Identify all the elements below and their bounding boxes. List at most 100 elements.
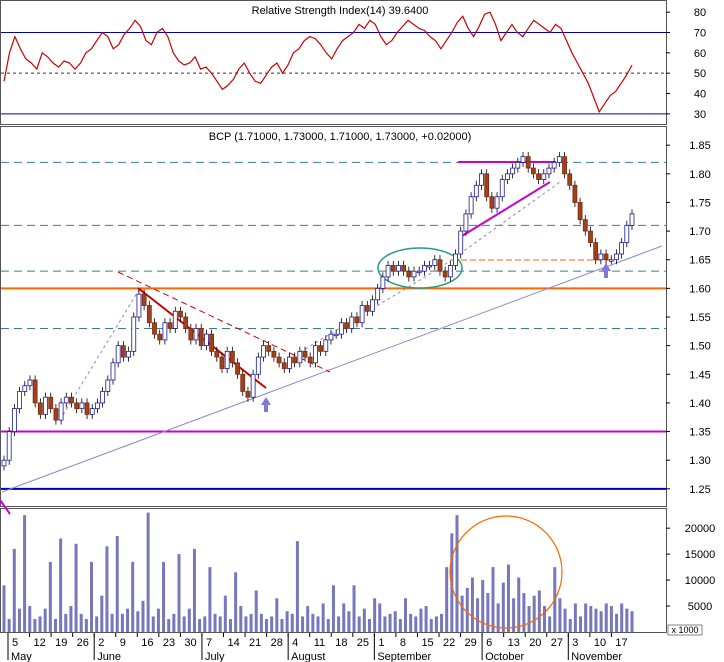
volume-bar: [373, 598, 377, 632]
volume-bar: [481, 580, 485, 632]
candle-body: [567, 173, 573, 186]
date-tick-label: 9: [120, 637, 126, 649]
candle-body: [17, 391, 22, 410]
volume-bar: [326, 619, 330, 632]
candle-body: [235, 362, 240, 375]
volume-bar: [12, 548, 16, 632]
date-tick-label: 25: [357, 637, 369, 649]
candle-body: [152, 322, 157, 335]
candle-body: [385, 265, 391, 278]
volume-spike-ellipse: [449, 515, 563, 629]
candle-body: [27, 379, 33, 387]
volume-bar: [558, 598, 562, 632]
volume-bar: [440, 613, 444, 632]
panel-frames: [0, 0, 667, 633]
price-candles: [1, 152, 635, 471]
date-tick-label: 4: [292, 637, 298, 649]
volume-tick-label: 10000: [685, 575, 716, 587]
candle-body: [624, 224, 630, 243]
volume-bar: [496, 603, 500, 632]
candle-body: [318, 345, 323, 352]
volume-bar: [59, 538, 63, 632]
candle-body: [577, 202, 583, 221]
price-gridlines: [1, 161, 666, 490]
candle-body: [105, 379, 111, 392]
candle-body: [287, 356, 292, 369]
volume-bar: [512, 598, 516, 632]
volume-bar: [301, 616, 305, 632]
date-tick-label: 29: [465, 637, 477, 649]
volume-bar: [589, 606, 593, 632]
date-tick-label: 23: [163, 637, 175, 649]
volume-bar: [404, 598, 408, 632]
volume-bar: [409, 613, 413, 632]
volume-bar: [501, 582, 505, 632]
candle-body: [546, 167, 552, 175]
rsi-line: [3, 11, 633, 114]
candle-body: [447, 265, 453, 278]
volume-bar: [357, 616, 361, 632]
candle-body: [588, 230, 593, 243]
month-label: September: [377, 651, 431, 662]
volume-bar: [331, 585, 335, 632]
candle-body: [349, 316, 355, 329]
volume-bar: [69, 606, 73, 632]
candle-body: [146, 305, 152, 324]
volume-bar: [90, 561, 94, 632]
candle-body: [629, 213, 635, 226]
candle-body: [313, 345, 318, 364]
volume-bar: [43, 608, 47, 632]
volume-bar: [105, 546, 109, 632]
rsi-grid: [1, 32, 666, 115]
date-tick-label: 11: [314, 637, 325, 649]
candle-body: [89, 408, 95, 415]
volume-bar: [84, 619, 88, 632]
price-tick-label: 1.65: [689, 255, 710, 267]
candle-body: [411, 270, 417, 278]
candle-body: [364, 305, 370, 312]
candle-body: [188, 328, 194, 341]
volume-bar: [141, 600, 145, 632]
volume-bar: [393, 611, 397, 632]
candle-body: [536, 173, 541, 180]
volume-bar: [321, 603, 325, 632]
volume-bar: [306, 606, 310, 632]
candle-body: [344, 322, 349, 329]
volume-bar: [625, 608, 629, 632]
price-tick-label: 1.35: [689, 427, 710, 439]
candle-body: [479, 173, 484, 186]
volume-bar: [347, 611, 351, 632]
candle-body: [266, 345, 272, 352]
volume-bar: [527, 606, 531, 632]
candle-body: [43, 396, 48, 415]
rsi-title: Relative Strength Index(14) 39.6400: [252, 5, 429, 17]
candle-body: [110, 362, 116, 381]
month-label: August: [291, 651, 325, 662]
candle-body: [157, 333, 163, 341]
date-tick-label: 1: [378, 637, 384, 649]
volume-bar: [146, 512, 150, 632]
volume-bar: [486, 593, 490, 632]
candle-body: [619, 242, 625, 255]
volume-bar: [579, 616, 583, 632]
volume-bar: [223, 595, 227, 632]
candle-body: [562, 156, 567, 175]
volume-axis-ticks: 5000 10000 15000 20000: [666, 523, 715, 613]
volume-bar: [182, 616, 186, 632]
volume-tick-label: 5000: [688, 601, 712, 613]
candle-body: [240, 373, 246, 392]
volume-bars: [2, 512, 634, 632]
price-tick-label: 1.70: [689, 226, 710, 238]
date-tick-label: 5: [12, 637, 18, 649]
rsi-tick-label: 60: [694, 48, 706, 60]
month-label: June: [97, 651, 121, 662]
candle-body: [328, 333, 334, 341]
triangle-rising-line: [461, 181, 551, 237]
volume-bar: [151, 616, 155, 632]
volume-bar: [455, 515, 459, 632]
volume-bar: [563, 608, 567, 632]
date-tick-label: 21: [249, 637, 261, 649]
volume-bar: [414, 616, 418, 632]
candle-body: [22, 385, 28, 392]
volume-bar: [254, 590, 258, 632]
